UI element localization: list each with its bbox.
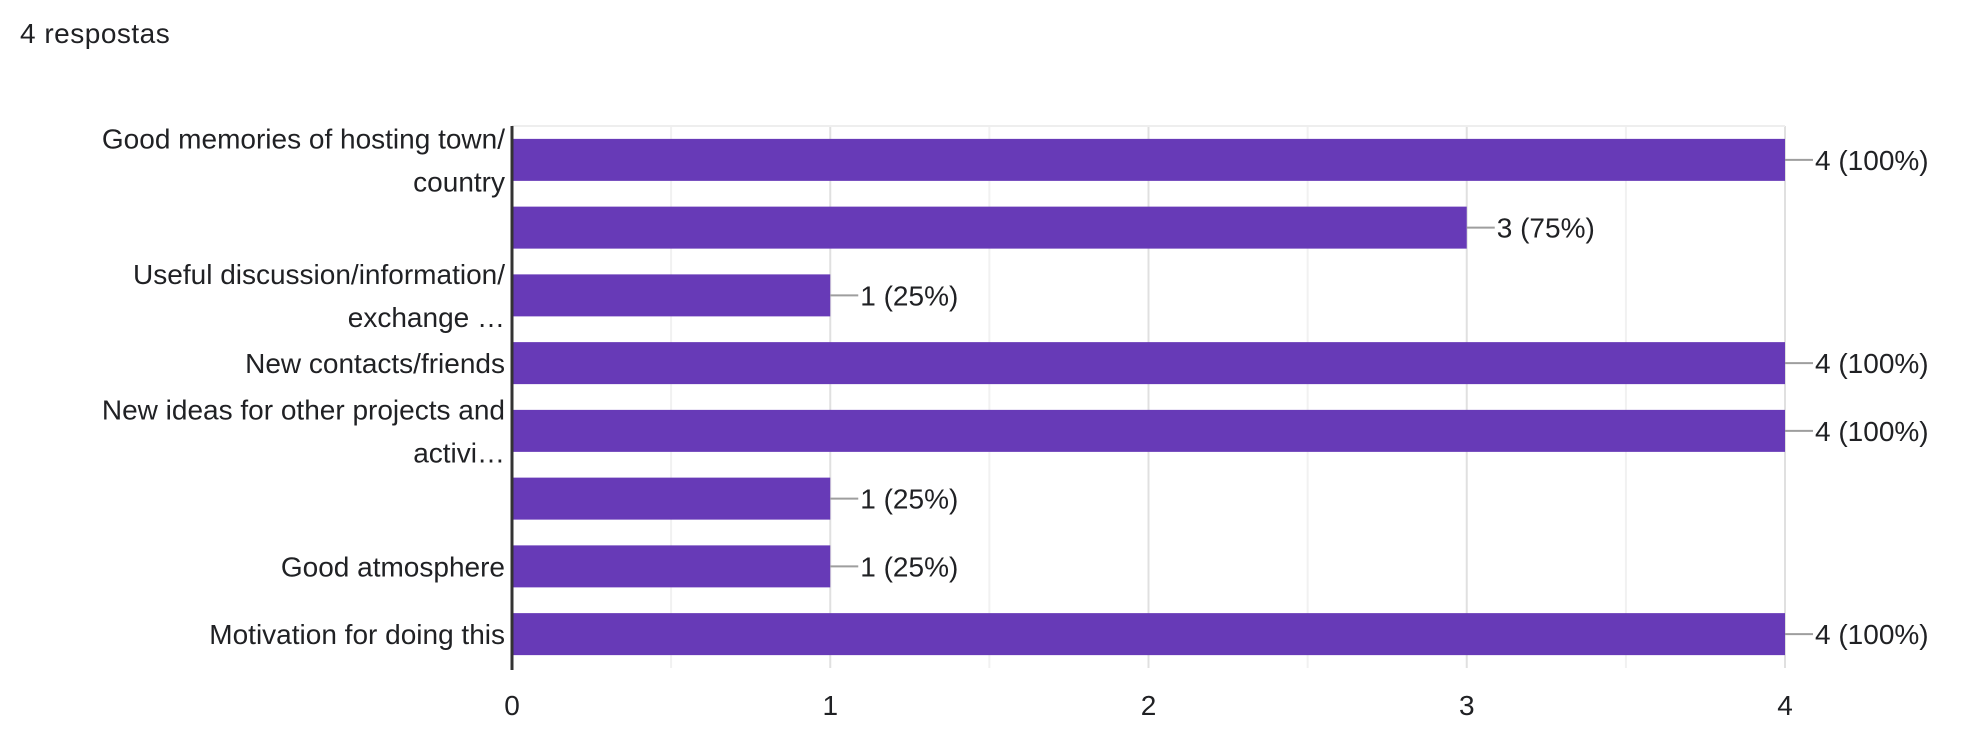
data-label: 4 (100%) (1815, 145, 1929, 176)
data-label: 4 (100%) (1815, 348, 1929, 379)
bars (512, 138, 1785, 656)
bar[interactable] (512, 138, 1785, 181)
category-label: exchange … (348, 302, 505, 333)
x-tick-label: 4 (1777, 690, 1793, 721)
bar[interactable] (512, 409, 1785, 452)
category-label: New contacts/friends (245, 348, 505, 379)
data-label: 1 (25%) (860, 280, 958, 311)
bar[interactable] (512, 274, 831, 317)
x-tick-label: 1 (822, 690, 838, 721)
bar[interactable] (512, 206, 1467, 249)
bar[interactable] (512, 613, 1785, 656)
category-label: Useful discussion/information/ (133, 259, 505, 290)
data-label: 1 (25%) (860, 484, 958, 515)
data-label: 4 (100%) (1815, 416, 1929, 447)
axes: 0 1 2 3 4 (504, 126, 1793, 721)
data-label: 4 (100%) (1815, 619, 1929, 650)
category-label: Good atmosphere (281, 551, 505, 582)
category-label: activi… (413, 437, 505, 468)
category-label: New ideas for other projects and (102, 394, 505, 425)
data-label: 3 (75%) (1497, 213, 1595, 244)
bar[interactable] (512, 477, 831, 520)
bar[interactable] (512, 545, 831, 588)
x-tick-label: 3 (1459, 690, 1475, 721)
x-tick-label: 2 (1141, 690, 1157, 721)
data-label: 1 (25%) (860, 551, 958, 582)
category-label: Good memories of hosting town/ (102, 123, 505, 154)
bar[interactable] (512, 342, 1785, 385)
category-label: country (413, 166, 505, 197)
response-count: 4 respostas (20, 18, 171, 49)
x-tick-label: 0 (504, 690, 520, 721)
category-label: Motivation for doing this (209, 619, 505, 650)
labels: 4 (100%) Good memories of hosting town/co… (102, 123, 1929, 650)
